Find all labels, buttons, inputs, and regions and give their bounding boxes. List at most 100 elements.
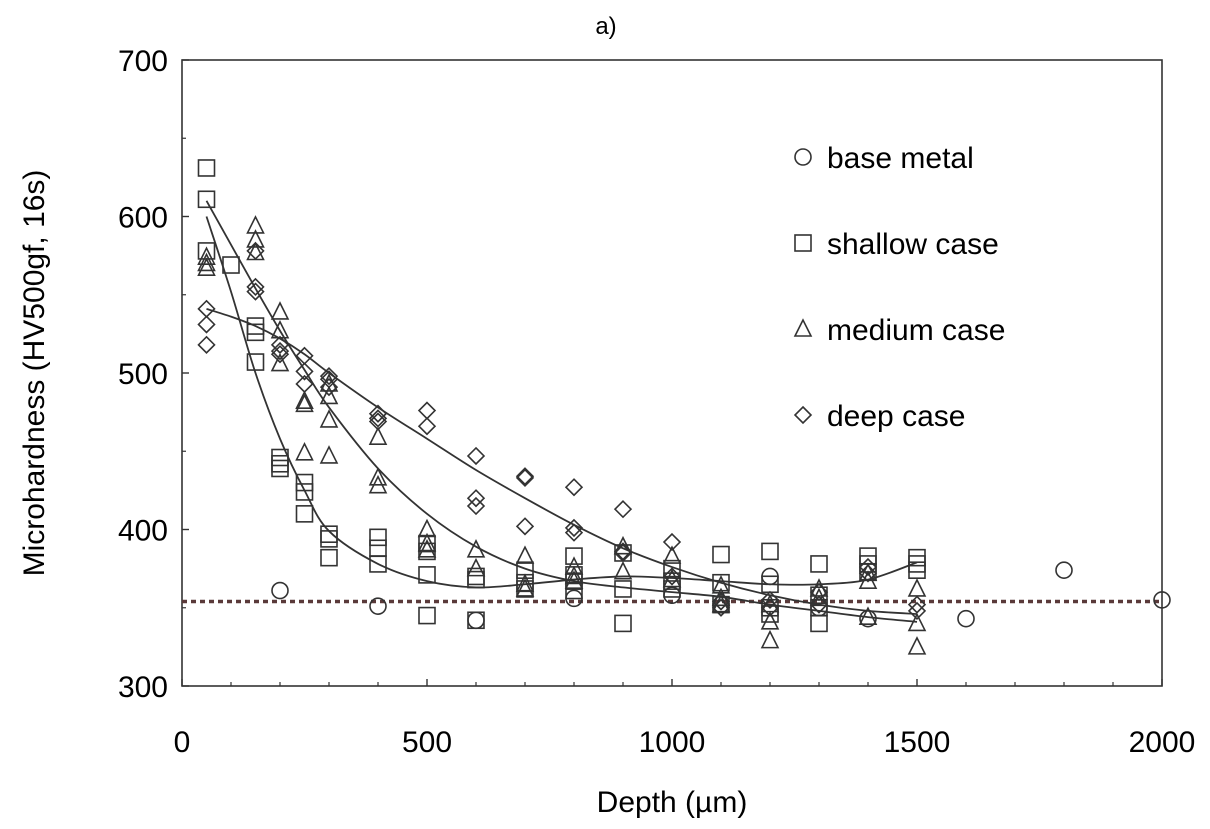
data-point — [662, 532, 682, 552]
data-point — [271, 459, 289, 478]
data-point — [712, 545, 730, 564]
data-point — [1055, 561, 1073, 579]
legend-label: base metal — [827, 142, 974, 175]
diamond-icon — [793, 405, 813, 425]
series-shallow-case — [197, 159, 926, 633]
data-point — [417, 532, 437, 552]
data-point — [368, 474, 388, 494]
data-point — [907, 578, 927, 597]
data-point — [246, 229, 265, 248]
data-point — [369, 555, 387, 573]
data-point — [418, 566, 436, 584]
data-point — [417, 417, 437, 436]
data-point — [809, 582, 829, 602]
data-point — [319, 366, 339, 386]
data-point — [614, 580, 632, 598]
data-point — [564, 556, 584, 575]
data-point — [418, 606, 436, 625]
data-point — [368, 404, 388, 423]
data-point — [319, 445, 339, 464]
triangle-icon — [793, 318, 813, 337]
data-point — [246, 282, 265, 301]
data-point — [907, 612, 927, 632]
y-tick-label: 500 — [118, 358, 168, 391]
data-point — [369, 528, 387, 547]
y-tick-label: 400 — [118, 515, 168, 548]
data-point — [613, 535, 633, 555]
data-point — [467, 611, 485, 630]
data-point — [1153, 591, 1171, 609]
data-points — [197, 159, 1171, 655]
data-point — [417, 539, 437, 558]
data-point — [760, 611, 780, 630]
data-point — [197, 335, 216, 354]
data-point — [859, 609, 877, 628]
data-point — [761, 605, 779, 623]
data-point — [320, 530, 338, 548]
data-point — [858, 606, 878, 625]
data-point — [271, 454, 289, 473]
data-point — [761, 542, 779, 561]
data-point — [711, 592, 731, 611]
data-point — [368, 426, 388, 445]
data-point — [466, 496, 486, 516]
data-point — [295, 393, 314, 413]
data-point — [368, 467, 388, 486]
data-point — [564, 523, 584, 542]
data-point — [662, 568, 682, 588]
data-point — [466, 446, 486, 466]
data-point — [564, 518, 584, 538]
data-point — [270, 341, 290, 361]
data-point — [515, 517, 535, 536]
data-point — [515, 578, 535, 597]
data-point — [466, 539, 486, 558]
fit-curve-shallow-case — [205, 216, 918, 589]
data-point — [467, 611, 485, 630]
data-point — [319, 385, 339, 405]
data-point — [663, 559, 681, 578]
data-point — [760, 590, 780, 610]
data-point — [810, 555, 828, 573]
legend-label: shallow case — [827, 228, 999, 261]
data-point — [271, 581, 289, 600]
circle-icon — [794, 148, 812, 166]
data-point — [320, 548, 338, 567]
data-point — [295, 362, 314, 381]
data-point — [564, 478, 584, 497]
data-point — [295, 483, 314, 501]
data-point — [760, 598, 780, 617]
data-point — [368, 409, 388, 428]
data-point — [858, 564, 878, 583]
data-point — [907, 601, 927, 621]
data-point — [246, 241, 265, 261]
data-point — [418, 542, 436, 561]
legend-item: shallow case — [794, 228, 999, 261]
y-tick-label: 700 — [118, 45, 168, 78]
x-tick-label: 0 — [174, 726, 191, 759]
legend-label: deep case — [827, 400, 965, 433]
data-point — [466, 557, 486, 577]
data-point — [565, 581, 583, 600]
data-point — [270, 345, 290, 364]
data-point — [295, 473, 314, 492]
data-point — [246, 323, 265, 342]
x-axis-title: Depth (µm) — [597, 786, 748, 819]
data-point — [858, 557, 878, 577]
data-point — [197, 315, 216, 334]
legend-item: medium case — [793, 314, 1005, 347]
data-point — [810, 614, 828, 633]
data-point — [564, 565, 584, 585]
data-point — [907, 636, 927, 655]
y-axis-title: Microhardness (HV500gf, 16s) — [18, 170, 51, 577]
legend-label: medium case — [827, 314, 1005, 347]
data-point — [515, 573, 535, 593]
data-point — [319, 377, 339, 397]
y-tick-label: 600 — [118, 202, 168, 235]
data-point — [516, 573, 534, 592]
data-point — [197, 242, 216, 260]
square-icon — [794, 234, 812, 252]
data-point — [809, 595, 829, 614]
data-point — [197, 190, 216, 209]
data-point — [197, 252, 216, 272]
